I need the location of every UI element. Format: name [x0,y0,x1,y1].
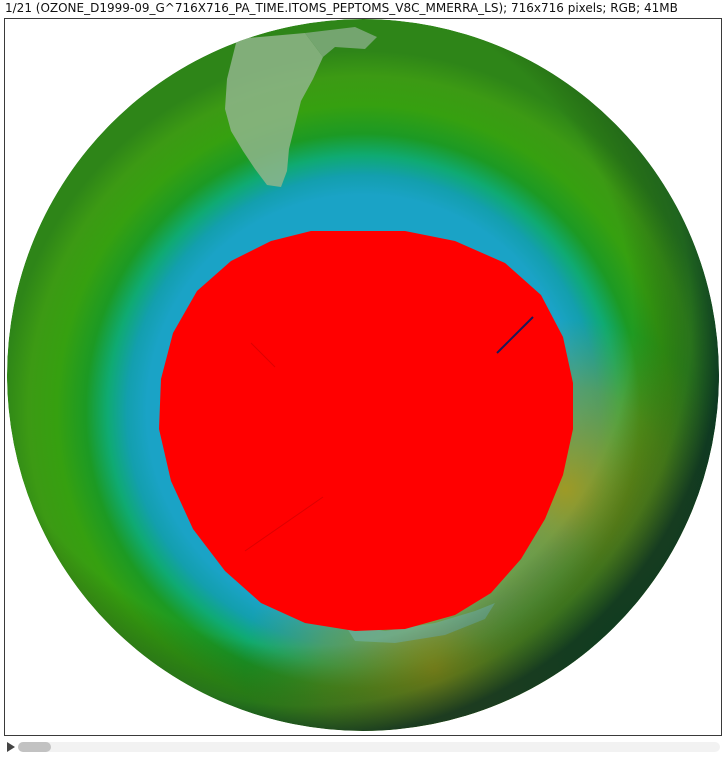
info-bar: 1/21 (OZONE_D1999-09_G^716X716_PA_TIME.I… [0,0,726,18]
slider-thumb[interactable] [18,742,51,752]
data-artifact-line-2 [244,496,324,552]
ozone-hole [159,231,573,631]
slider-track[interactable] [18,742,720,752]
stack-slider[interactable] [0,738,726,760]
image-canvas[interactable] [4,18,722,736]
image-info-text: 1/21 (OZONE_D1999-09_G^716X716_PA_TIME.I… [5,1,678,15]
data-artifact-line-3 [250,342,276,368]
data-artifact-line [496,316,534,354]
play-icon[interactable] [7,742,15,752]
ozone-globe-map[interactable] [5,19,721,735]
